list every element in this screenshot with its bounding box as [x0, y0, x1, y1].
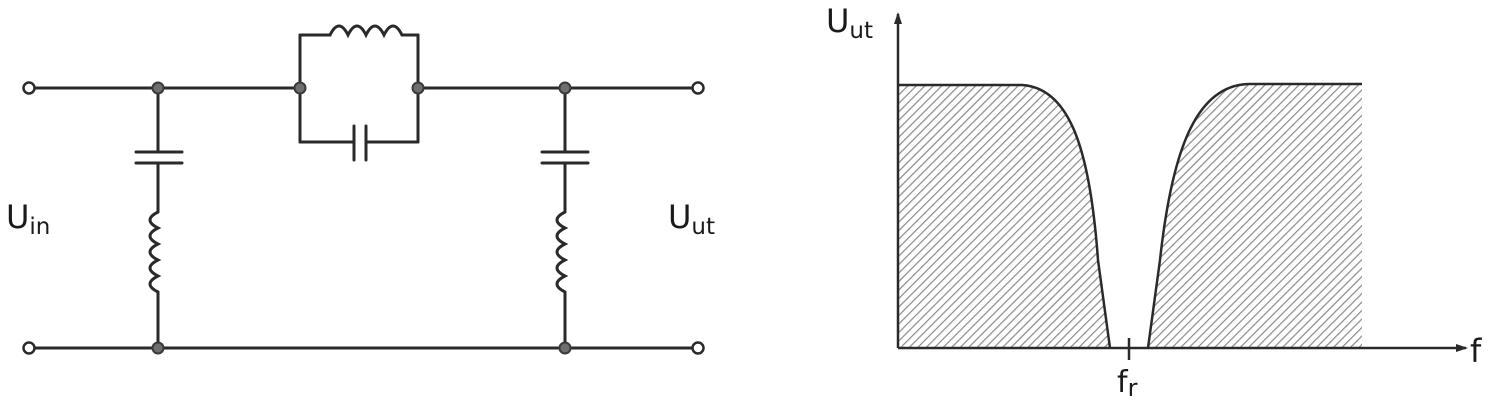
input-terminal-top	[22, 81, 36, 95]
junction-node	[151, 81, 165, 95]
lower-passband-area	[898, 85, 1110, 348]
frequency-response-plot: Uut f fr	[826, 2, 1482, 402]
input-voltage-label: Uin	[6, 198, 50, 240]
band-stop-circuit: Uin Uut	[6, 24, 715, 355]
output-terminal-top	[691, 81, 705, 95]
junction-node	[411, 81, 425, 95]
junction-node	[293, 81, 307, 95]
upper-response-curve	[1146, 82, 1362, 349]
junction-node	[558, 81, 572, 95]
series-inductor	[328, 24, 404, 39]
right-shunt-inductor	[555, 210, 569, 294]
right-shunt-lc	[540, 86, 590, 350]
lower-response-curve	[898, 83, 1112, 349]
left-shunt-lc	[134, 86, 184, 350]
x-axis-label: f	[1470, 332, 1482, 370]
upper-passband-area	[1148, 84, 1362, 348]
junction-node	[558, 341, 572, 355]
junction-node	[151, 341, 165, 355]
input-terminal-bottom	[22, 341, 36, 355]
output-terminal-bottom	[691, 341, 705, 355]
resonance-frequency-label: fr	[1117, 365, 1138, 402]
y-axis-label: Uut	[826, 2, 873, 44]
left-shunt-inductor	[148, 210, 162, 294]
output-voltage-label: Uut	[668, 198, 715, 240]
series-lc-tank	[298, 24, 420, 162]
